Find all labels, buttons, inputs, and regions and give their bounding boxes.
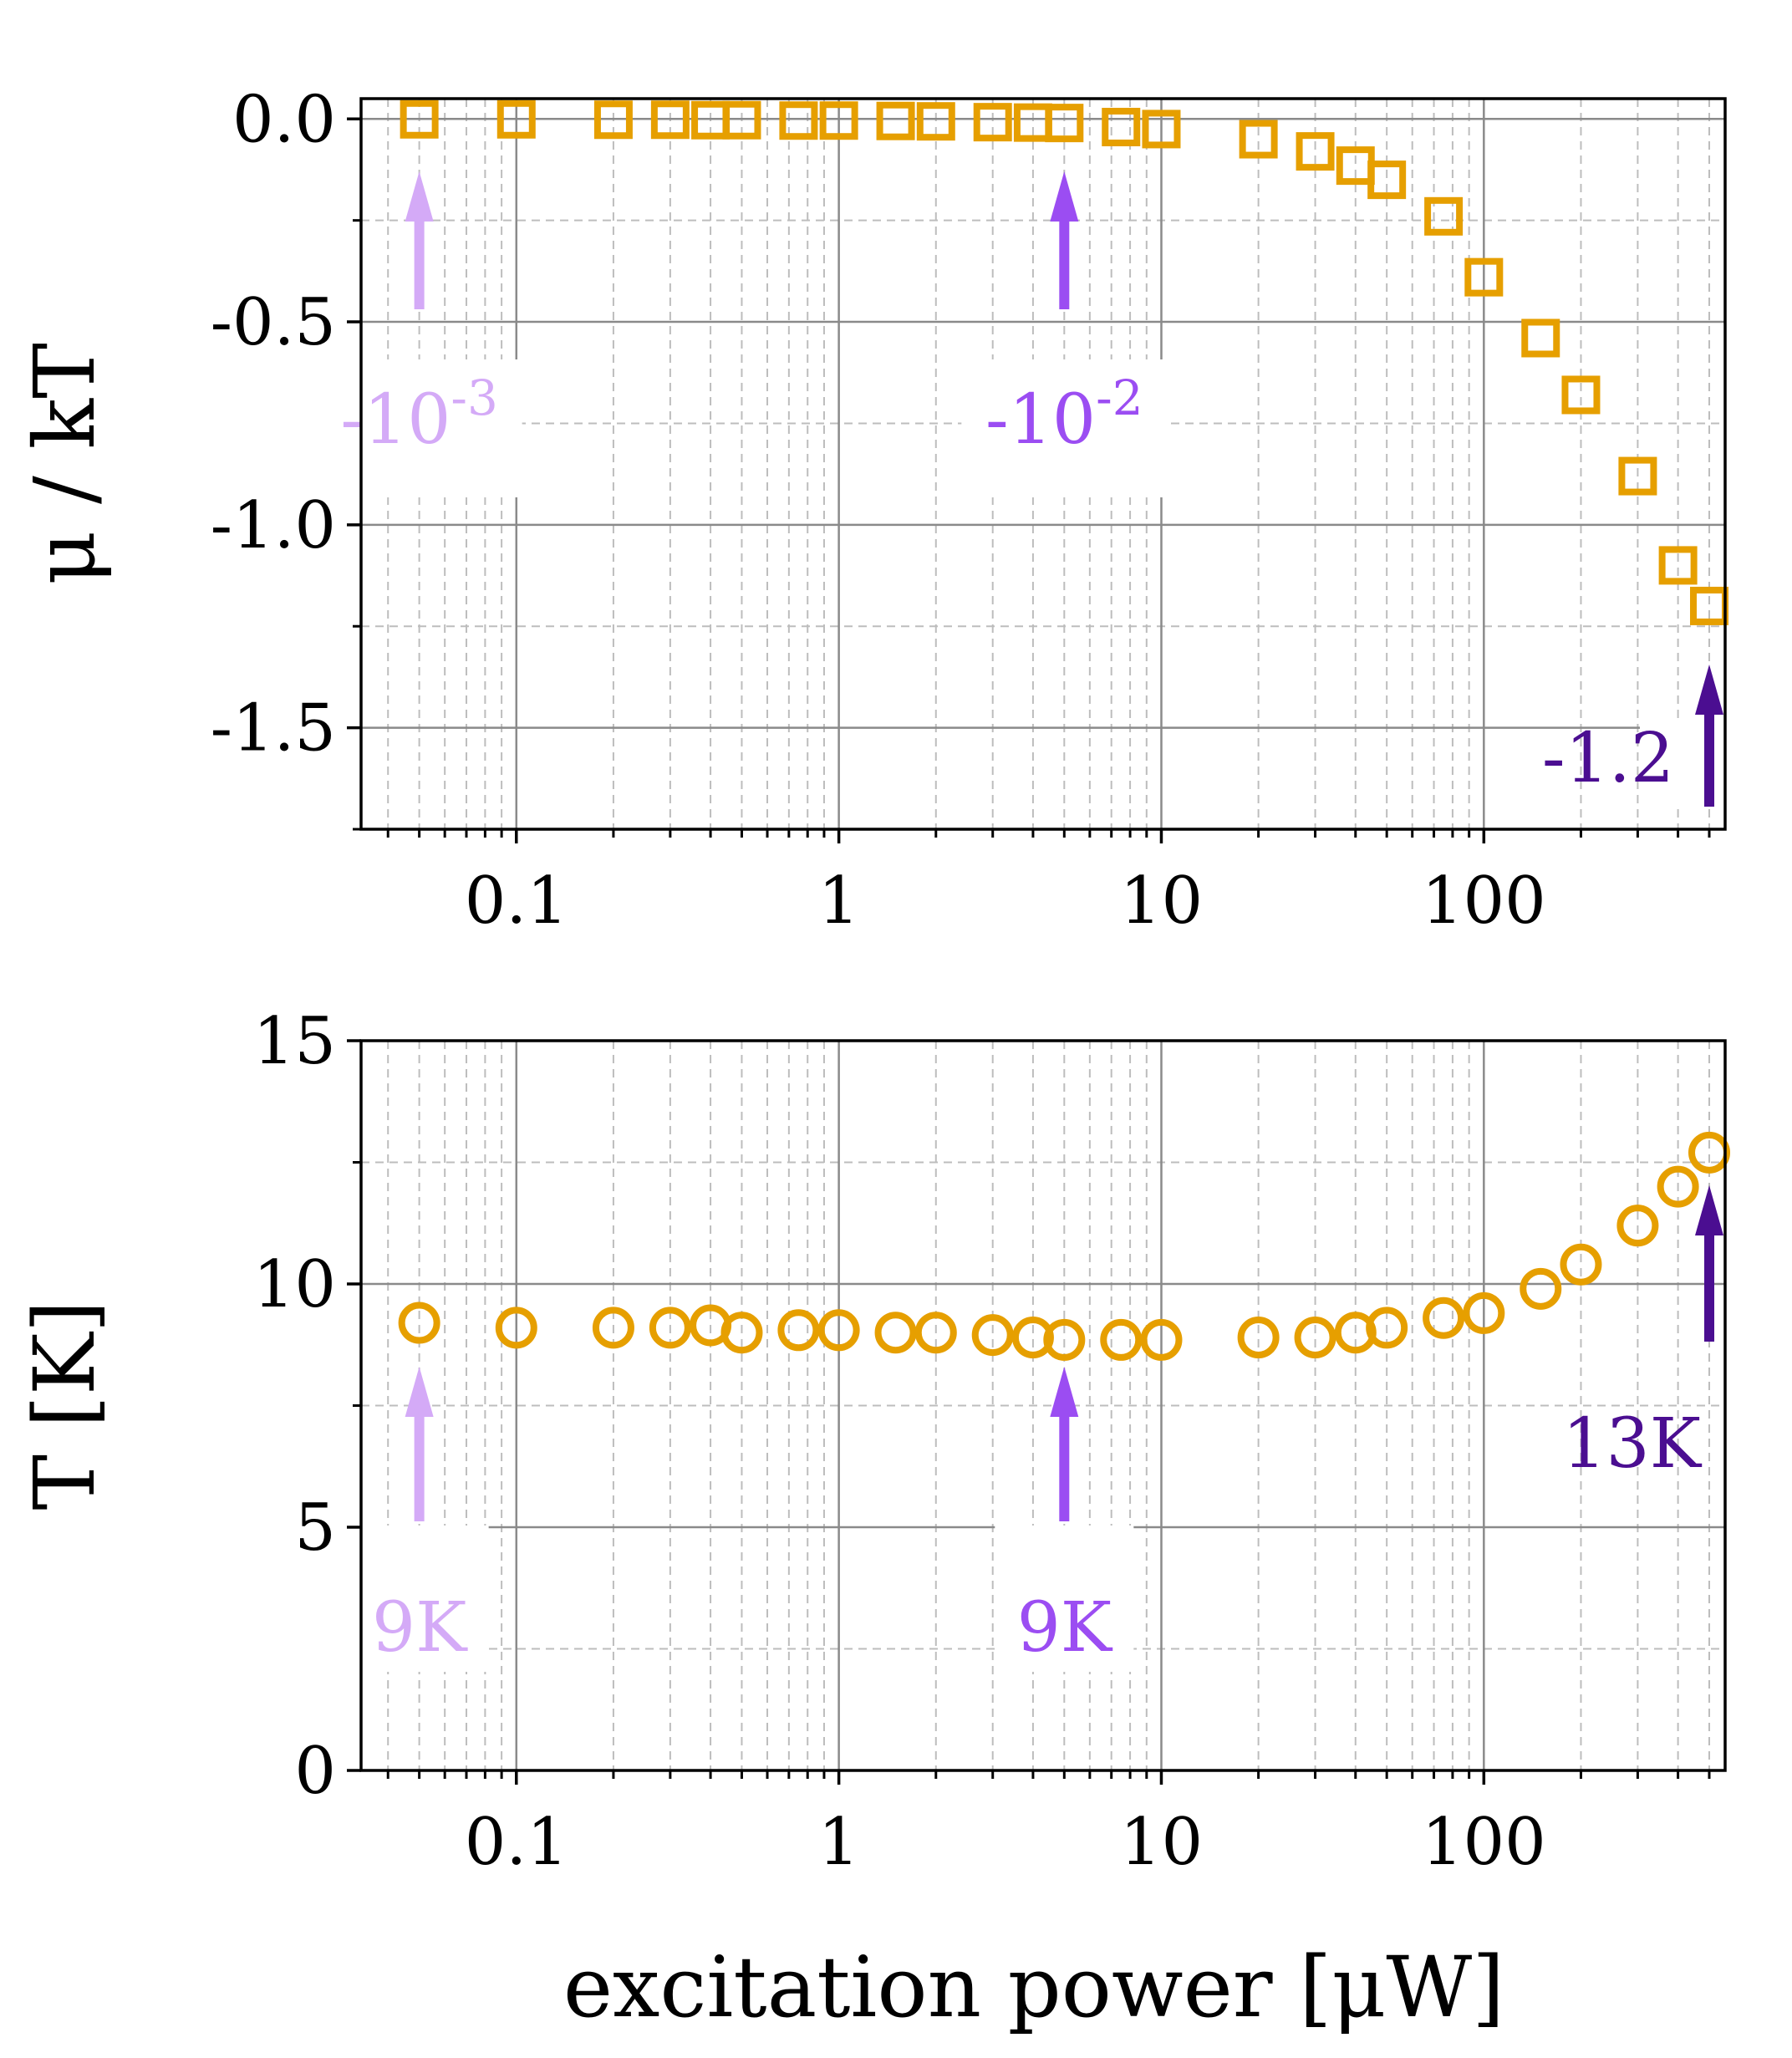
data-point-square [593,100,633,140]
data-point-circle [1463,1291,1505,1334]
data-point-circle [777,1309,820,1352]
annotation-background [316,359,522,497]
data-point-circle [1560,1243,1602,1286]
data-point-circle [495,1307,537,1349]
data-point-square [400,99,439,139]
data-point-square [779,101,818,140]
data-point-circle [720,1312,763,1354]
annotation-label: 9K [372,1588,468,1668]
data-point-square [973,103,1012,142]
data-point-circle [1423,1296,1465,1339]
tick-labels: 0.1 1 10 100 0 5 10 15 [253,1004,1546,1880]
annotation-label: 13K [1562,1404,1702,1484]
data-point-circle [1100,1318,1143,1361]
data-series [398,1131,1731,1361]
data-point-circle [1688,1131,1731,1174]
data-point-circle [1011,1317,1054,1359]
data-point-square [916,102,955,141]
data-point-square [650,100,690,140]
data-point-square [1296,132,1335,171]
data-point-circle [398,1302,440,1344]
annotations: 9K 9K 13K [349,1185,1724,1672]
annotation-arrow-head [1695,665,1724,715]
data-point-circle [1657,1165,1699,1208]
x-tick-label: 10 [1120,863,1203,939]
data-point-square [1561,375,1601,415]
data-point-circle [817,1309,860,1352]
y-tick-label: -0.5 [211,285,336,360]
data-point-square [819,101,858,140]
data-point-circle [874,1312,917,1354]
annotation-background [995,1526,1134,1672]
bottom-panel-temperature: 9K 9K 13K 0.1 1 10 100 0 5 10 15 T [K] [16,1004,1731,1880]
annotation-arrow-head [1050,1367,1079,1417]
annotation-label: -10-2 [985,369,1143,460]
y-tick-label: -1.0 [211,488,336,563]
data-point-square [1658,546,1698,585]
data-point-circle [1616,1205,1659,1247]
annotation-arrow-head [405,171,434,222]
major-gridlines [361,99,1725,829]
annotations: -10-3 -10-2 -1.2 [316,171,1779,807]
x-tick-label: 1 [818,863,860,939]
data-point-circle [649,1307,691,1349]
annotation-label: -10-3 [340,369,498,460]
data-point-square [1239,120,1278,159]
y-tick-label: 5 [294,1490,336,1566]
annotation-arrow-head [1695,1185,1724,1235]
data-point-square [1142,110,1181,149]
y-tick-label: 0.0 [232,82,336,157]
data-point-circle [1366,1307,1408,1349]
tick-labels: 0.1 1 10 100 0.0 -0.5 -1.0 -1.5 [211,82,1546,939]
data-point-circle [1294,1317,1336,1359]
y-tick-label: 0 [294,1734,336,1809]
data-point-square [1424,196,1464,236]
data-point-circle [1140,1318,1183,1361]
x-tick-label: 0.1 [465,1805,568,1880]
data-point-square [496,99,536,139]
annotation-label: -1.2 [1542,719,1674,798]
x-axis-label: excitation power [μW] [563,1938,1504,2036]
annotation-background [349,1526,489,1672]
data-point-circle [971,1314,1014,1357]
annotation-background [961,359,1168,497]
annotation-arrow-head [405,1367,434,1417]
x-tick-label: 0.1 [465,863,568,939]
data-point-square [1367,160,1407,200]
y-tick-label: 15 [253,1004,336,1079]
y-axis-label: μ / kT [16,343,114,585]
x-tick-label: 10 [1120,1805,1203,1880]
data-point-square [1464,257,1504,297]
data-point-circle [592,1307,634,1349]
data-point-square [1102,107,1141,146]
annotation-arrow-head [1050,171,1079,222]
data-point-square [1521,318,1560,358]
x-tick-label: 100 [1422,863,1546,939]
data-point-square [876,101,915,140]
x-tick-label: 100 [1422,1805,1546,1880]
data-point-square [1618,456,1657,496]
axes-frame [359,97,1727,831]
data-point-circle [1520,1267,1562,1310]
data-point-circle [914,1312,957,1354]
axes-frame [359,1039,1727,1772]
top-panel-mu-over-kT: -10-3 -10-2 -1.2 0.1 1 10 100 0.0 -0.5 -1.0 -1.5 μ … [16,82,1779,939]
data-point-circle [1043,1318,1086,1361]
annotation-label: 9K [1017,1588,1113,1668]
data-point-square [1045,104,1084,143]
data-point-circle [1237,1317,1280,1359]
x-tick-label: 1 [818,1805,860,1880]
y-tick-label: 10 [253,1247,336,1322]
y-axis-label: T [K] [16,1300,114,1510]
y-tick-label: -1.5 [211,691,336,767]
data-point-square [722,100,761,140]
